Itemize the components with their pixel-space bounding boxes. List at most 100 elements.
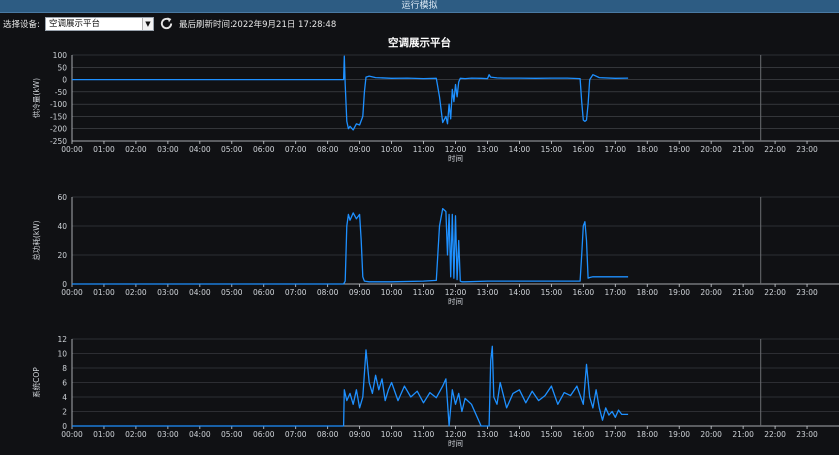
y-tick-label: 0 <box>62 280 67 289</box>
x-tick-label: 13:00 <box>477 288 499 297</box>
y-tick-label: 8 <box>62 364 67 373</box>
series-line <box>72 207 629 285</box>
x-tick-label: 19:00 <box>668 430 690 439</box>
x-tick-label: 14:00 <box>509 288 531 297</box>
y-tick-label: 6 <box>62 379 67 388</box>
y-tick-label: 20 <box>57 251 67 260</box>
x-tick-label: 02:00 <box>125 430 147 439</box>
y-tick-label: 100 <box>53 51 68 60</box>
y-tick-label: 0 <box>62 76 67 85</box>
y-tick-label: 0 <box>62 422 67 431</box>
x-tick-label: 22:00 <box>764 430 786 439</box>
y-axis-label: 总功耗(kW) <box>31 220 41 260</box>
x-tick-label: 13:00 <box>477 430 499 439</box>
x-tick-label: 21:00 <box>732 145 754 154</box>
x-tick-label: 00:00 <box>61 288 83 297</box>
x-tick-label: 17:00 <box>604 145 626 154</box>
x-tick-label: 21:00 <box>732 430 754 439</box>
series-line <box>72 55 629 131</box>
chart-title: 空调展示平台 <box>388 37 451 49</box>
y-axis-label: 系统COP <box>31 367 41 398</box>
x-tick-label: 08:00 <box>317 145 339 154</box>
x-tick-label: 08:00 <box>317 288 339 297</box>
x-tick-label: 23:00 <box>796 145 818 154</box>
x-tick-label: 04:00 <box>189 288 211 297</box>
last-refresh-value: 2022年9月21日 17:28:48 <box>232 20 337 30</box>
x-tick-label: 19:00 <box>668 288 690 297</box>
x-tick-label: 20:00 <box>700 145 722 154</box>
x-tick-label: 07:00 <box>285 430 307 439</box>
y-axis-label: 供冷量(kW) <box>31 78 41 118</box>
y-tick-label: 12 <box>57 335 67 344</box>
x-tick-label: 16:00 <box>573 288 595 297</box>
x-tick-label: 18:00 <box>636 145 658 154</box>
x-tick-label: 07:00 <box>285 288 307 297</box>
x-tick-label: 10:00 <box>381 145 403 154</box>
x-tick-label: 15:00 <box>541 145 563 154</box>
y-tick-label: -100 <box>50 100 67 109</box>
y-tick-label: 60 <box>57 193 67 202</box>
device-label: 选择设备: <box>3 20 40 30</box>
device-select[interactable]: 空调展示平台 ▼ <box>45 17 154 31</box>
toolbar: 选择设备: 空调展示平台 ▼ 最后刷新时间: 2022年9月21日 17:28:… <box>0 15 839 35</box>
x-tick-label: 05:00 <box>221 145 243 154</box>
y-tick-label: -200 <box>50 125 67 134</box>
x-tick-label: 18:00 <box>636 430 658 439</box>
x-tick-label: 11:00 <box>413 145 435 154</box>
x-tick-label: 14:00 <box>509 430 531 439</box>
x-axis-label: 时间 <box>448 296 463 306</box>
series-line <box>72 345 629 427</box>
y-tick-label: -250 <box>50 137 67 146</box>
x-tick-label: 15:00 <box>541 430 563 439</box>
x-tick-label: 09:00 <box>349 288 371 297</box>
x-tick-label: 05:00 <box>221 288 243 297</box>
x-tick-label: 19:00 <box>668 145 690 154</box>
x-tick-label: 17:00 <box>604 288 626 297</box>
x-tick-label: 01:00 <box>93 288 115 297</box>
x-tick-label: 10:00 <box>381 430 403 439</box>
y-tick-label: 50 <box>57 63 67 72</box>
x-tick-label: 11:00 <box>413 430 435 439</box>
y-tick-label: 4 <box>62 393 67 402</box>
x-tick-label: 00:00 <box>61 430 83 439</box>
y-tick-label: 40 <box>57 222 67 231</box>
x-tick-label: 12:00 <box>445 288 467 297</box>
x-tick-label: 04:00 <box>189 430 211 439</box>
window-titlebar: 运行模拟 <box>0 0 839 13</box>
x-tick-label: 10:00 <box>381 288 403 297</box>
y-tick-label: -150 <box>50 112 67 121</box>
x-tick-label: 04:00 <box>189 145 211 154</box>
x-tick-label: 01:00 <box>93 145 115 154</box>
x-tick-label: 02:00 <box>125 288 147 297</box>
x-tick-label: 03:00 <box>157 430 179 439</box>
x-tick-label: 17:00 <box>604 430 626 439</box>
y-tick-label: 10 <box>57 350 67 359</box>
x-tick-label: 01:00 <box>93 430 115 439</box>
x-tick-label: 07:00 <box>285 145 307 154</box>
refresh-icon[interactable] <box>159 16 174 31</box>
x-tick-label: 06:00 <box>253 288 275 297</box>
x-axis-label: 时间 <box>448 438 463 448</box>
y-tick-label: -50 <box>55 88 67 97</box>
x-tick-label: 18:00 <box>636 288 658 297</box>
x-tick-label: 12:00 <box>445 145 467 154</box>
x-tick-label: 12:00 <box>445 430 467 439</box>
x-tick-label: 08:00 <box>317 430 339 439</box>
x-tick-label: 06:00 <box>253 430 275 439</box>
x-tick-label: 03:00 <box>157 145 179 154</box>
x-tick-label: 06:00 <box>253 145 275 154</box>
x-tick-label: 21:00 <box>732 288 754 297</box>
x-tick-label: 15:00 <box>541 288 563 297</box>
chevron-down-icon[interactable]: ▼ <box>142 18 153 30</box>
x-tick-label: 20:00 <box>700 430 722 439</box>
last-refresh-label: 最后刷新时间: <box>179 20 233 30</box>
x-tick-label: 16:00 <box>573 145 595 154</box>
x-tick-label: 23:00 <box>796 288 818 297</box>
device-select-value: 空调展示平台 <box>49 19 101 29</box>
x-tick-label: 05:00 <box>221 430 243 439</box>
y-tick-label: 2 <box>62 408 67 417</box>
x-tick-label: 23:00 <box>796 430 818 439</box>
window-title: 运行模拟 <box>401 1 438 11</box>
x-tick-label: 11:00 <box>413 288 435 297</box>
